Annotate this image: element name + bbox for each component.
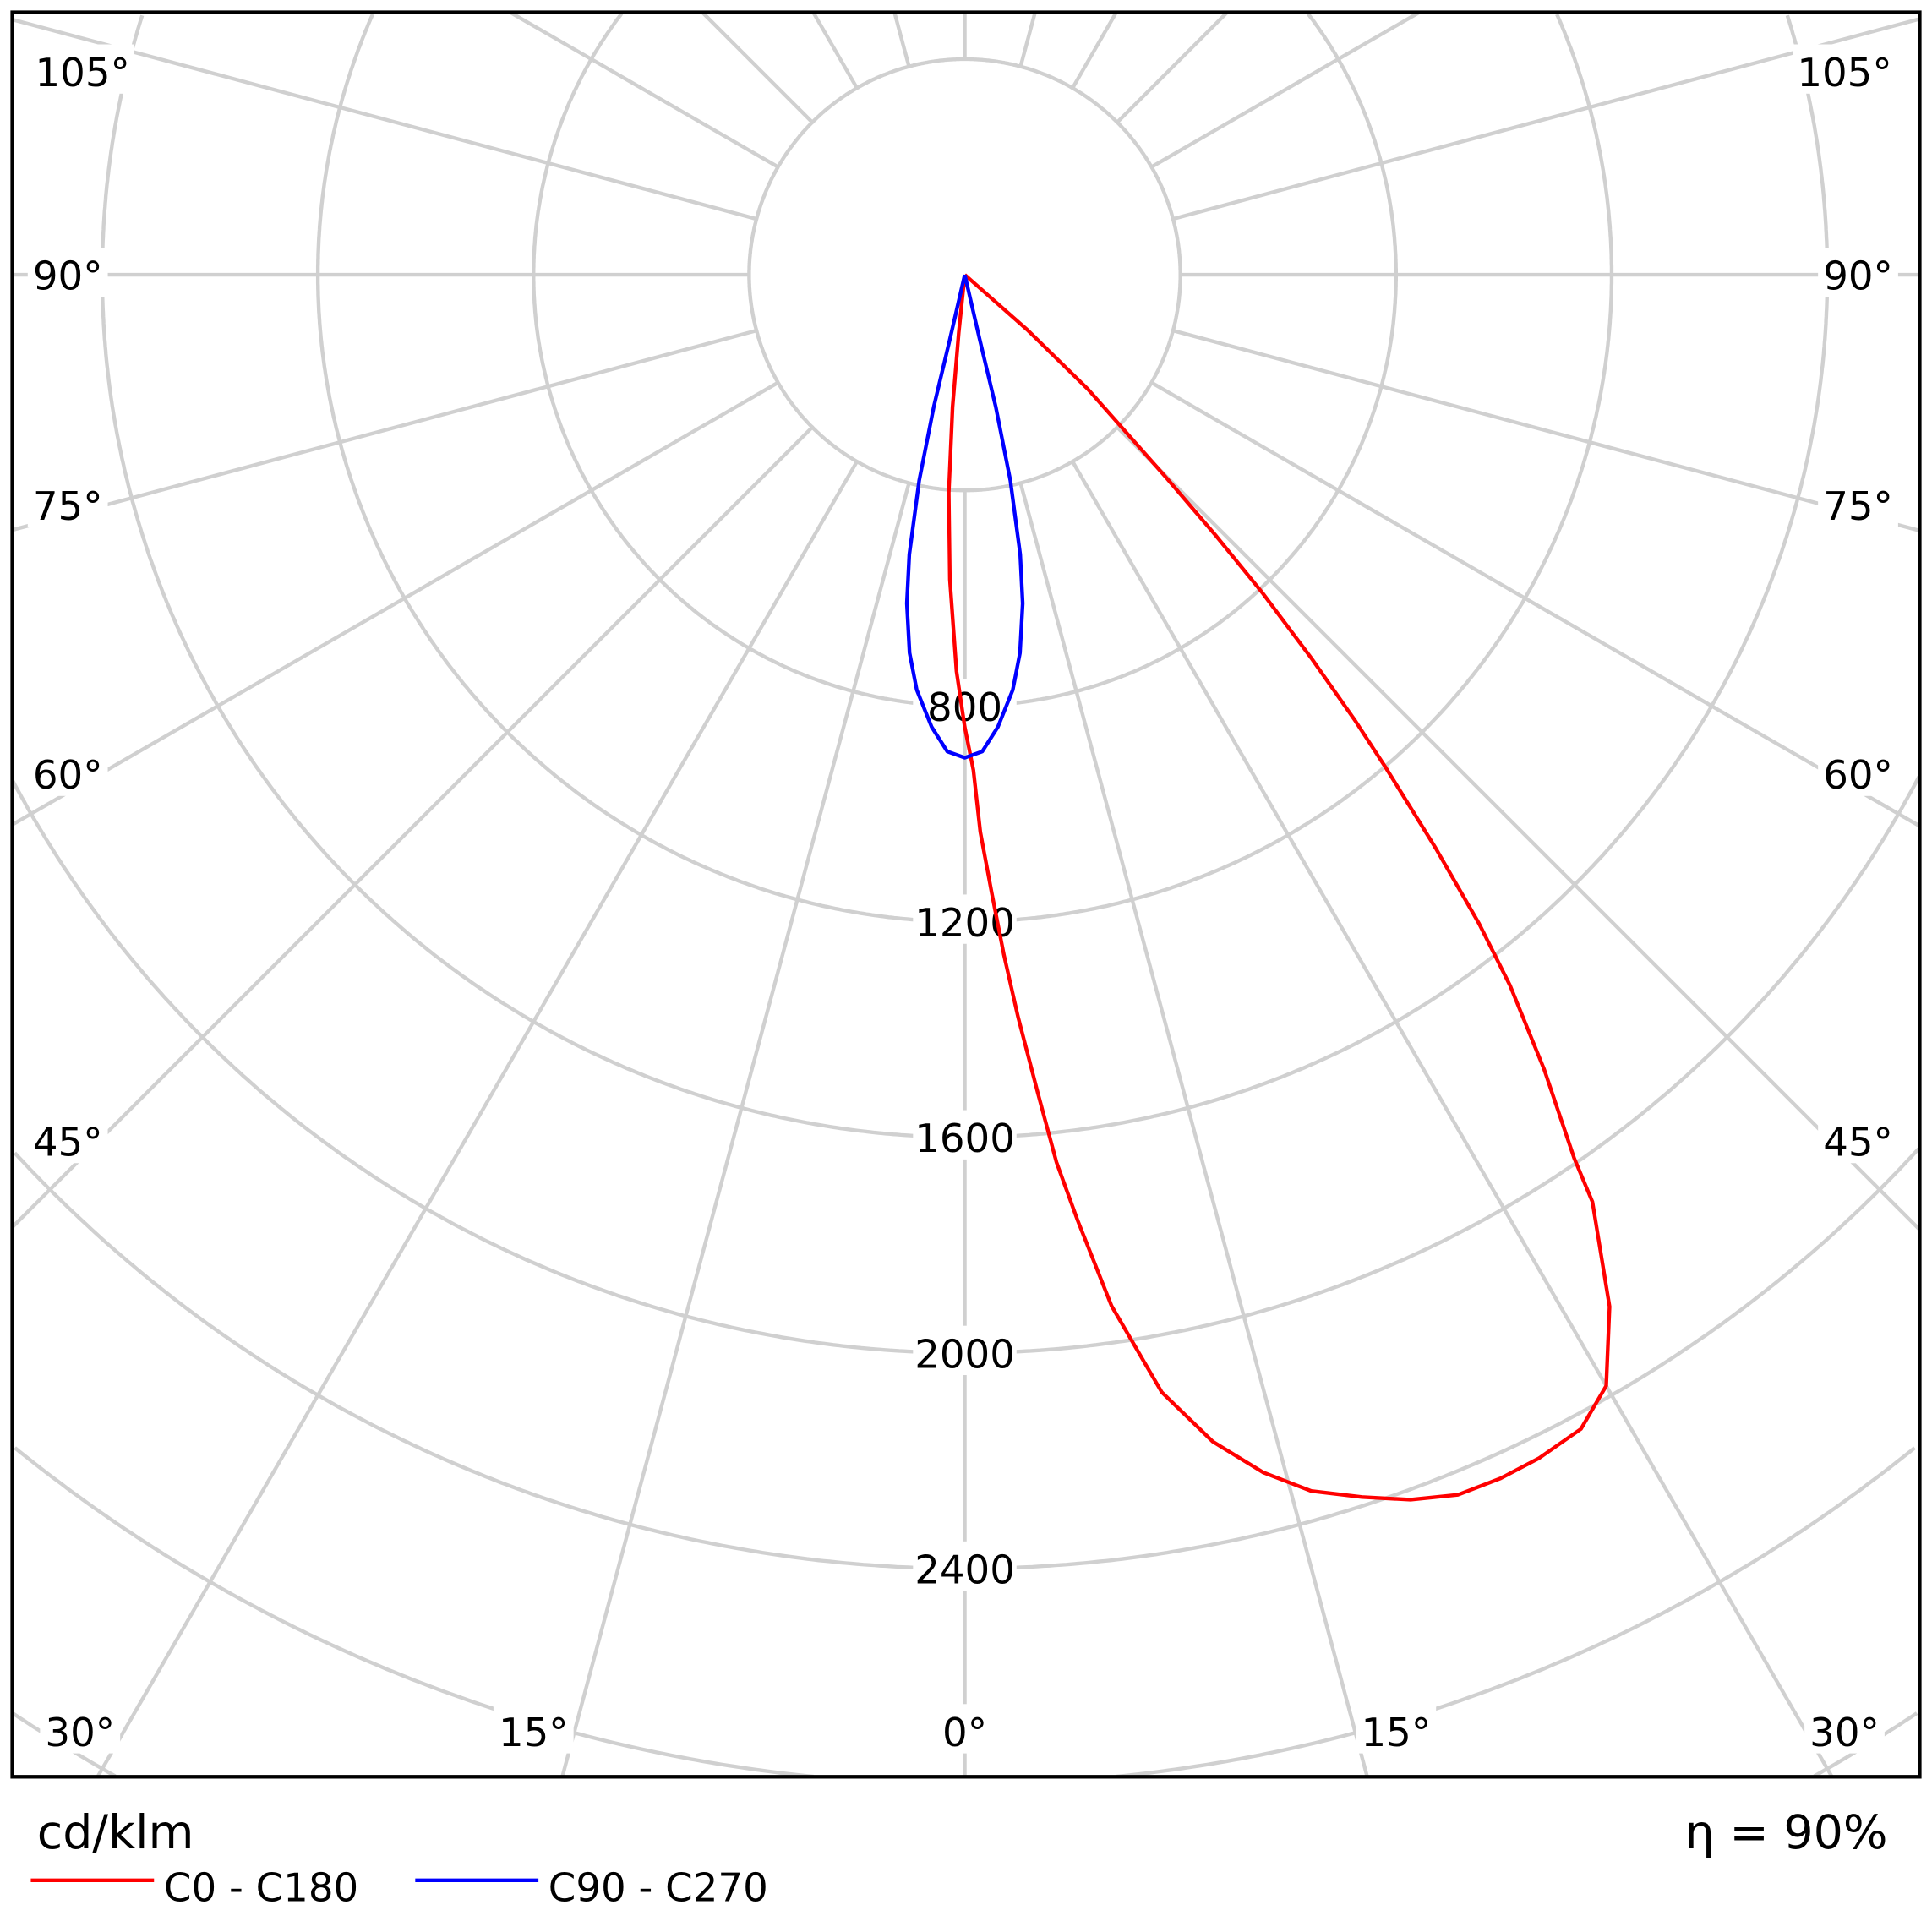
angle-label-bg — [1804, 1704, 1885, 1754]
angle-label-bg — [1818, 746, 1898, 796]
angle-labels: 105° 90° 75° 60° 45° 30° 15° 15° 30° 45° 60° 75° 90°… — [27, 44, 1898, 1756]
angle-label-bg — [493, 1704, 574, 1754]
angle-label-bg — [27, 478, 108, 527]
angle-label: 105° — [1797, 51, 1891, 96]
plot-frame — [10, 10, 1922, 1779]
angle-label: 90° — [1823, 254, 1893, 300]
legend-label-c90: C90 - C270 — [548, 1866, 768, 1912]
angle-label-bg — [27, 746, 108, 796]
grid-spoke — [1018, 12, 1037, 68]
curve-c90-c270 — [904, 274, 1025, 760]
tick-label-bg — [913, 1541, 1017, 1591]
grid-spoke — [96, 460, 859, 1778]
grid-spoke — [12, 329, 757, 532]
grid-spoke — [560, 482, 911, 1777]
angle-label-bg — [936, 1704, 994, 1754]
unit-label: cd/klm — [37, 1806, 194, 1860]
legend: C0 - C180 C90 - C270 — [30, 1866, 768, 1912]
angle-label-bg — [1356, 1704, 1437, 1754]
grid-circle — [532, 12, 1398, 708]
grid-spoke — [1071, 11, 1118, 90]
angle-label-bg — [1818, 1113, 1898, 1164]
radial-tick-label: 2400 — [914, 1547, 1015, 1593]
angle-label: 0° — [942, 1711, 987, 1756]
angle-label: 15° — [499, 1711, 569, 1756]
grid-spoke — [11, 425, 814, 1229]
grid-spoke — [12, 18, 757, 221]
grid-spoke — [509, 10, 779, 169]
intensity-curves — [904, 273, 1612, 1502]
angle-label: 60° — [1823, 753, 1893, 799]
grid-spoke — [1172, 329, 1920, 532]
angle-label-bg — [30, 44, 134, 94]
angle-label: 75° — [33, 484, 103, 530]
grid-spoke — [1150, 380, 1921, 828]
curve-c0-c180 — [947, 273, 1612, 1502]
grid-spoke — [1116, 425, 1921, 1231]
grid-spoke — [1071, 460, 1834, 1778]
grid-spoke — [1116, 11, 1229, 124]
grid-spoke — [11, 380, 779, 827]
tick-label-bg — [913, 1325, 1017, 1376]
angle-label: 45° — [33, 1121, 103, 1166]
grid-circle — [315, 13, 1614, 924]
angle-label: 45° — [1823, 1121, 1893, 1166]
angle-label: 30° — [45, 1711, 115, 1756]
angle-label-bg — [27, 1113, 108, 1164]
tick-label-bg — [913, 1110, 1017, 1160]
angle-label: 60° — [33, 753, 103, 799]
angle-label-bg — [1818, 478, 1898, 527]
angle-label: 15° — [1361, 1711, 1431, 1756]
angle-label-bg — [1818, 248, 1898, 297]
efficiency-label: η = 90% — [1685, 1806, 1888, 1860]
grid-spoke — [1150, 10, 1421, 169]
angle-label: 75° — [1823, 484, 1893, 530]
radial-tick-label: 2000 — [914, 1332, 1015, 1378]
grid-spoke — [701, 11, 814, 124]
angle-label: 30° — [1809, 1711, 1880, 1756]
radial-tick-label: 1600 — [914, 1116, 1015, 1162]
grid-circle — [13, 1147, 1920, 1571]
legend-label-c0: C0 - C180 — [164, 1866, 358, 1912]
grid-circle — [11, 776, 1921, 1355]
angle-label: 90° — [33, 254, 103, 300]
grid-spoke — [811, 11, 859, 90]
angle-label: 105° — [35, 51, 130, 96]
grid-spoke — [1018, 482, 1369, 1777]
angle-label-bg — [1793, 44, 1897, 94]
grid-circle — [14, 1446, 1916, 1779]
angle-label-bg — [40, 1704, 121, 1754]
grid-spoke — [892, 12, 911, 68]
angle-label-bg — [27, 248, 108, 297]
